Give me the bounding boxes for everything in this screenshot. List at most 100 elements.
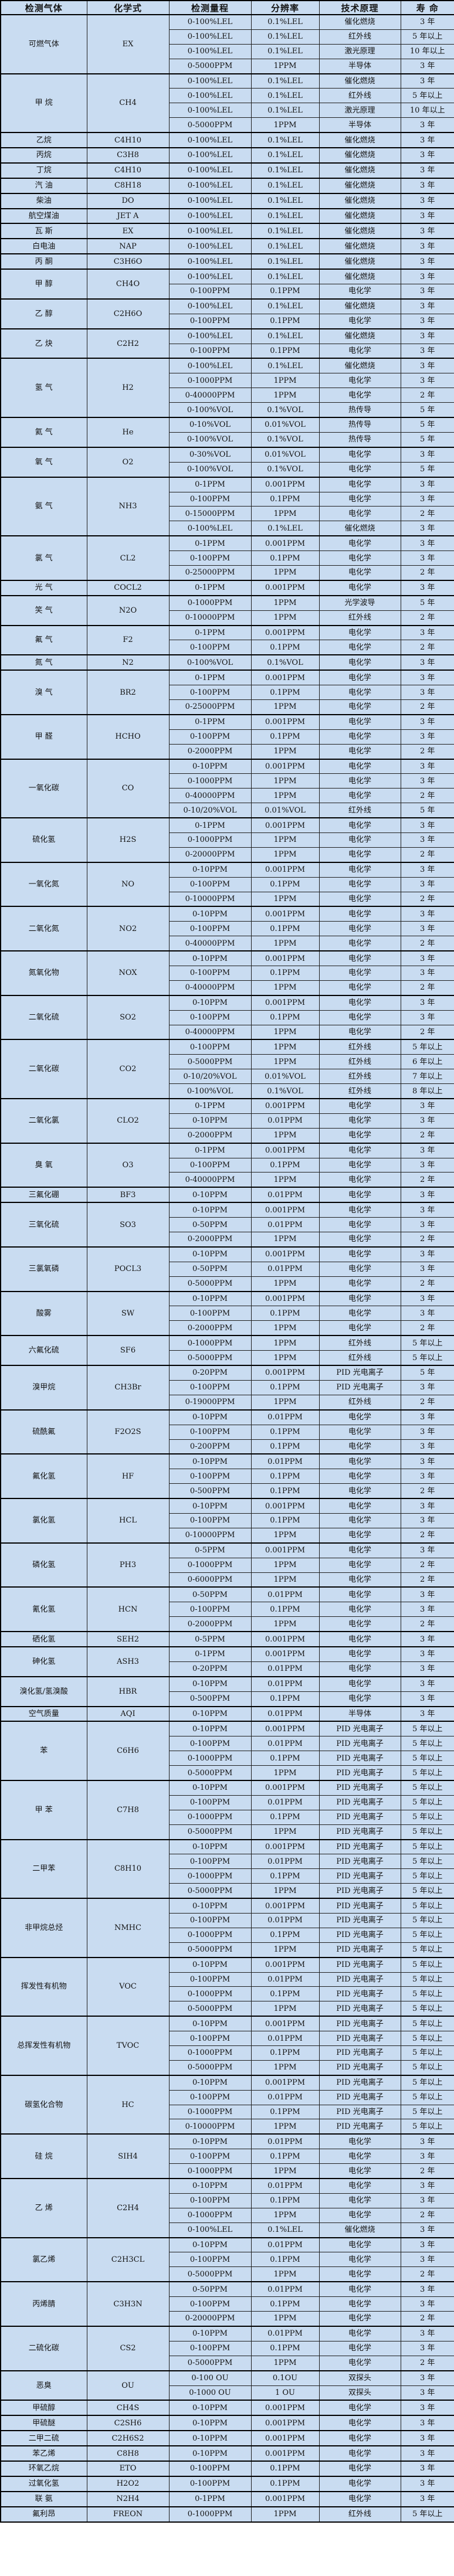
gas-name-cell: 瓦 斯 [0, 223, 87, 239]
lifespan-cell: 3 年 [400, 2149, 454, 2164]
range-cell: 0-5000PPM [168, 2060, 252, 2076]
lifespan-cell: 3 年 [400, 713, 454, 730]
range-cell: 0-100%LEL [168, 521, 252, 536]
resolution-cell: 0.01PPM [250, 1113, 320, 1129]
table-row: 二硫化碳 CS2 0-10PPM 0.01PPM 电化学 3 年 [0, 2325, 454, 2371]
resolution-cell: 1PPM [250, 1572, 320, 1588]
lifespan-cell: 7 年以上 [400, 1069, 454, 1085]
resolution-cell: 1PPM [250, 2001, 320, 2017]
range-cell: 0-10PPM [168, 1246, 252, 1262]
gas-name-cell: 硫化氢 [0, 817, 87, 863]
resolution-cell: 0.1PPM [250, 921, 320, 937]
range-cell: 0-100PPM [168, 1379, 252, 1395]
gas-name-cell: 过氧化氢 [0, 2475, 87, 2492]
principle-cell: PID 光电离子 [319, 1854, 401, 1870]
table-row: 0-1000PPM 1PPM 电化学 3 年 [1, 832, 454, 848]
gas-name-cell: 氟 气 [0, 624, 87, 655]
resolution-cell: 1PPM [250, 373, 320, 389]
resolution-cell: 1PPM [250, 832, 320, 848]
formula-cell: C2H3CL [86, 2237, 170, 2282]
lifespan-cell: 2 年 [400, 699, 454, 715]
resolution-cell: 0.01PPM [250, 1661, 320, 1677]
formula-cell: AQI [86, 1705, 170, 1722]
principle-cell: 电化学 [319, 1187, 401, 1203]
principle-cell: 电化学 [319, 1024, 401, 1040]
range-cell: 0-20000PPM [168, 847, 252, 863]
gas-name-cell: 氟化氢 [0, 1453, 87, 1499]
principle-cell: PID 光电离子 [319, 1365, 401, 1381]
resolution-cell: 0.1%LEL [250, 253, 320, 270]
lifespan-cell: 3 年 [400, 177, 454, 194]
lifespan-cell: 3 年 [400, 729, 454, 745]
principle-cell: 电化学 [319, 670, 401, 686]
resolution-cell: 0.1PPM [250, 2149, 320, 2164]
range-cell: 0-5000PPM [168, 2001, 252, 2017]
formula-cell: POCL3 [86, 1246, 170, 1292]
principle-cell: 电化学 [319, 2311, 401, 2327]
table-row: 甲 烷 CH4 0-100%LEL 0.1%LEL 催化燃烧 3 年 [0, 73, 454, 133]
lifespan-cell: 3 年 [400, 373, 454, 389]
range-cell: 0-100%LEL [168, 328, 252, 344]
lifespan-cell: 5 年以上 [400, 29, 454, 45]
range-cell: 0-10000PPM [168, 2119, 252, 2135]
principle-cell: 电化学 [319, 2430, 401, 2446]
lifespan-cell: 5 年 [400, 417, 454, 433]
resolution-cell: 0.001PPM [250, 1098, 320, 1114]
gas-name-cell: 硫酰氟 [0, 1409, 87, 1454]
resolution-cell: 0.01%VOL [250, 1069, 320, 1085]
range-cell: 0-10000PPM [168, 610, 252, 626]
lifespan-cell: 3 年 [400, 1202, 454, 1218]
principle-cell: 光学波导 [319, 594, 401, 611]
lifespan-cell: 3 年 [400, 670, 454, 686]
gas-name-cell: 氦 气 [0, 417, 87, 448]
resolution-cell: 0.001PPM [250, 2430, 320, 2446]
range-cell: 0-10PPM [168, 1202, 252, 1218]
principle-cell: 电化学 [319, 729, 401, 745]
range-cell: 0-10PPM [168, 2415, 252, 2431]
lifespan-cell: 3 年 [400, 147, 454, 164]
lifespan-cell: 5 年以上 [400, 2089, 454, 2105]
resolution-cell: 0.1PPM [250, 1868, 320, 1884]
principle-cell: 催化燃烧 [319, 132, 401, 148]
lifespan-cell: 3 年 [400, 1439, 454, 1454]
lifespan-cell: 3 年 [400, 446, 454, 463]
table-row: 二氧化硫 SO2 0-10PPM 0.001PPM 电化学 3 年 [0, 994, 454, 1040]
principle-cell: 电化学 [319, 2178, 401, 2194]
principle-cell: 电化学 [319, 1306, 401, 1321]
range-cell: 0-10PPM [168, 1187, 252, 1203]
lifespan-cell: 2 年 [400, 1232, 454, 1248]
lifespan-cell: 2 年 [400, 1572, 454, 1588]
table-row: 氟利昂 FREON 0-1000PPM 1PPM 红外线 5 年以上 [0, 2506, 454, 2523]
resolution-cell: 0.001PPM [250, 624, 320, 641]
table-row: 三氟化硼 BF3 0-10PPM 0.01PPM 电化学 3 年 [0, 1187, 454, 1203]
table-row: 酸雾 SW 0-10PPM 0.001PPM 电化学 3 年 [0, 1290, 454, 1336]
principle-cell: 电化学 [319, 2400, 401, 2416]
lifespan-cell: 2 年 [400, 640, 454, 655]
resolution-cell: 0.1PPM [250, 550, 320, 566]
resolution-cell: 0.01PPM [250, 1187, 320, 1203]
gas-name-cell: 总挥发性有机物 [0, 2016, 87, 2076]
resolution-cell: 1PPM [250, 891, 320, 907]
resolution-cell: 0.01PPM [250, 1705, 320, 1722]
principle-cell: 催化燃烧 [319, 177, 401, 194]
resolution-cell: 0.01PPM [250, 1736, 320, 1752]
table-row: 氮氧化物 NOX 0-10PPM 0.001PPM 电化学 3 年 [0, 950, 454, 996]
lifespan-cell: 5 年 [400, 1365, 454, 1381]
table-row: 二甲苯 C8H10 0-10PPM 0.001PPM PID 光电离子 5 年以上 [0, 1838, 454, 1899]
table-row: 砷化氢 ASH3 0-1PPM 0.001PPM 电化学 3 年 [0, 1646, 454, 1677]
resolution-cell: 0.1%LEL [250, 298, 320, 314]
principle-cell: 电化学 [319, 2149, 401, 2164]
range-cell: 0-2000PPM [168, 1616, 252, 1632]
range-cell: 0-100%LEL [168, 73, 252, 89]
range-cell: 0-1000PPM [168, 1986, 252, 2002]
resolution-cell: 1PPM [250, 2163, 320, 2179]
lifespan-cell: 2 年 [400, 1527, 454, 1544]
lifespan-cell: 5 年以上 [400, 1927, 454, 1943]
formula-cell: CO2 [86, 1039, 170, 1099]
gas-name-cell: 挥发性有机物 [0, 1956, 87, 2017]
gas-name-cell: 臭 氧 [0, 1142, 87, 1188]
range-cell: 0-40000PPM [168, 980, 252, 996]
lifespan-cell: 3 年 [400, 2445, 454, 2462]
lifespan-cell: 3 年 [400, 1602, 454, 1617]
gas-name-cell: 可燃气体 [0, 14, 87, 74]
